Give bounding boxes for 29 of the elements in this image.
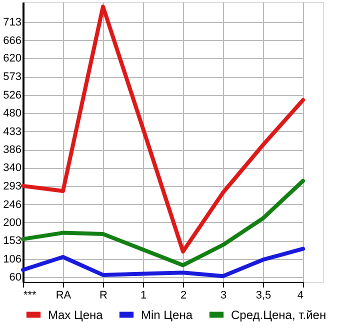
y-tick-label: 713 [3,16,22,28]
x-tick-label: 1 [140,290,147,302]
x-tick-label: 3,5 [256,290,272,302]
line-series [21,4,305,254]
y-tick-label: 480 [3,107,22,120]
x-tick-label: *** [24,290,38,302]
y-tick-label: 153 [3,235,22,248]
y-tick-label: 666 [3,34,22,47]
line-series [21,246,305,278]
y-tick-label: 573 [3,71,22,84]
x-tick-label: RA [56,290,72,302]
x-tick-label: R [100,290,108,302]
x-tick-label: 4 [297,290,304,302]
y-tick-label: 200 [3,216,22,229]
legend-label: Сред.Цена, т.йен [231,308,326,322]
legend-label: Min Цена [141,308,193,322]
y-tick-label: 620 [3,52,22,65]
legend-label: Max Цена [48,308,104,322]
y-tick-label: 293 [3,180,22,192]
y-tick-label: 340 [3,162,22,174]
x-tick-label: 3 [220,290,227,302]
y-tick-label: 106 [3,253,22,266]
y-tick-label: 433 [3,126,22,138]
line-series [21,178,305,268]
y-tick-label: 60 [9,271,22,284]
y-tick-label: 246 [3,198,22,211]
x-tick-label: 2 [180,290,187,302]
y-tick-label: 526 [3,89,22,102]
y-tick-label: 386 [3,144,22,156]
